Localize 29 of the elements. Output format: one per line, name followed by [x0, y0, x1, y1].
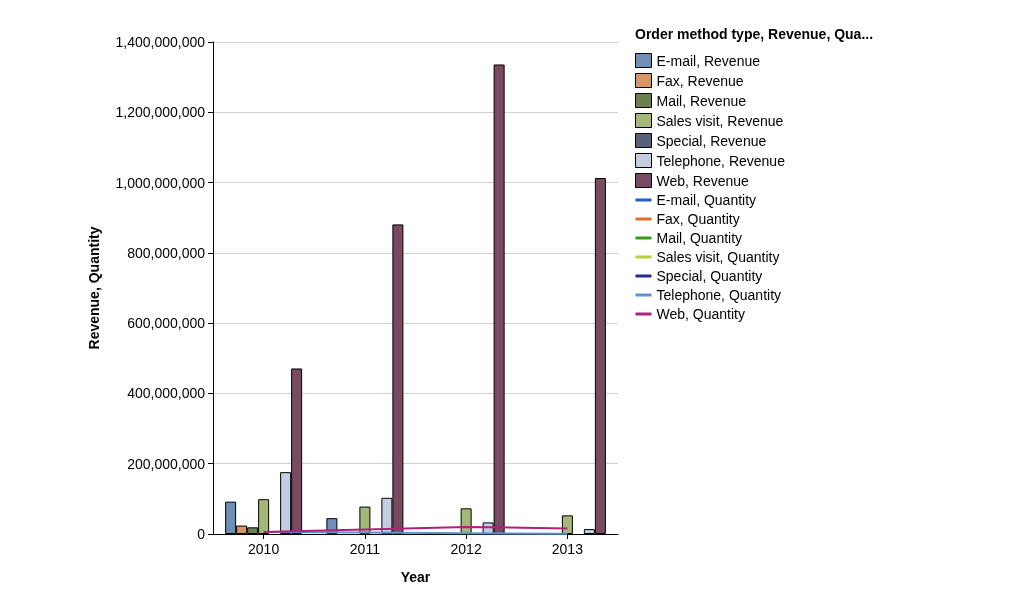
legend-label: Special, Revenue [656, 132, 767, 149]
y-tick-label: 0 [197, 526, 206, 542]
legend-label: Telephone, Revenue [656, 152, 786, 169]
legend-label: Fax, Quantity [656, 211, 740, 227]
legend-label: Mail, Revenue [656, 92, 747, 109]
legend-label: Web, Quantity [656, 306, 745, 322]
legend-label: Sales visit, Revenue [656, 112, 784, 129]
legend-label: Special, Quantity [656, 268, 763, 284]
y-tick-label: 600,000,000 [127, 315, 206, 332]
legend-label: E-mail, Quantity [656, 192, 757, 208]
x-tick-label: 2010 [248, 541, 280, 557]
y-tick-label: 800,000,000 [127, 244, 206, 261]
legend-label: Telephone, Quantity [656, 287, 782, 303]
x-tick-label: 2011 [349, 541, 381, 557]
legend-title: Order method type, Revenue, Qua... [635, 26, 874, 42]
y-tick-label: 1,200,000,000 [115, 104, 206, 121]
y-tick-label: 1,000,000,000 [115, 174, 206, 191]
y-tick-label: 200,000,000 [127, 455, 206, 472]
x-tick-label: 2013 [551, 541, 584, 557]
x-axis-title: Year [400, 569, 431, 585]
x-tick-label: 2012 [450, 541, 482, 557]
y-tick-label: 1,400,000,000 [115, 34, 206, 50]
legend-label: E-mail, Revenue [656, 52, 761, 69]
legend-label: Sales visit, Quantity [656, 249, 780, 265]
legend-label: Fax, Revenue [656, 72, 744, 89]
y-axis-title: Revenue, Quantity [86, 226, 102, 350]
legend-label: Mail, Quantity [656, 230, 743, 246]
y-tick-label: 400,000,000 [127, 385, 206, 402]
legend-label: Web, Revenue [656, 172, 750, 189]
